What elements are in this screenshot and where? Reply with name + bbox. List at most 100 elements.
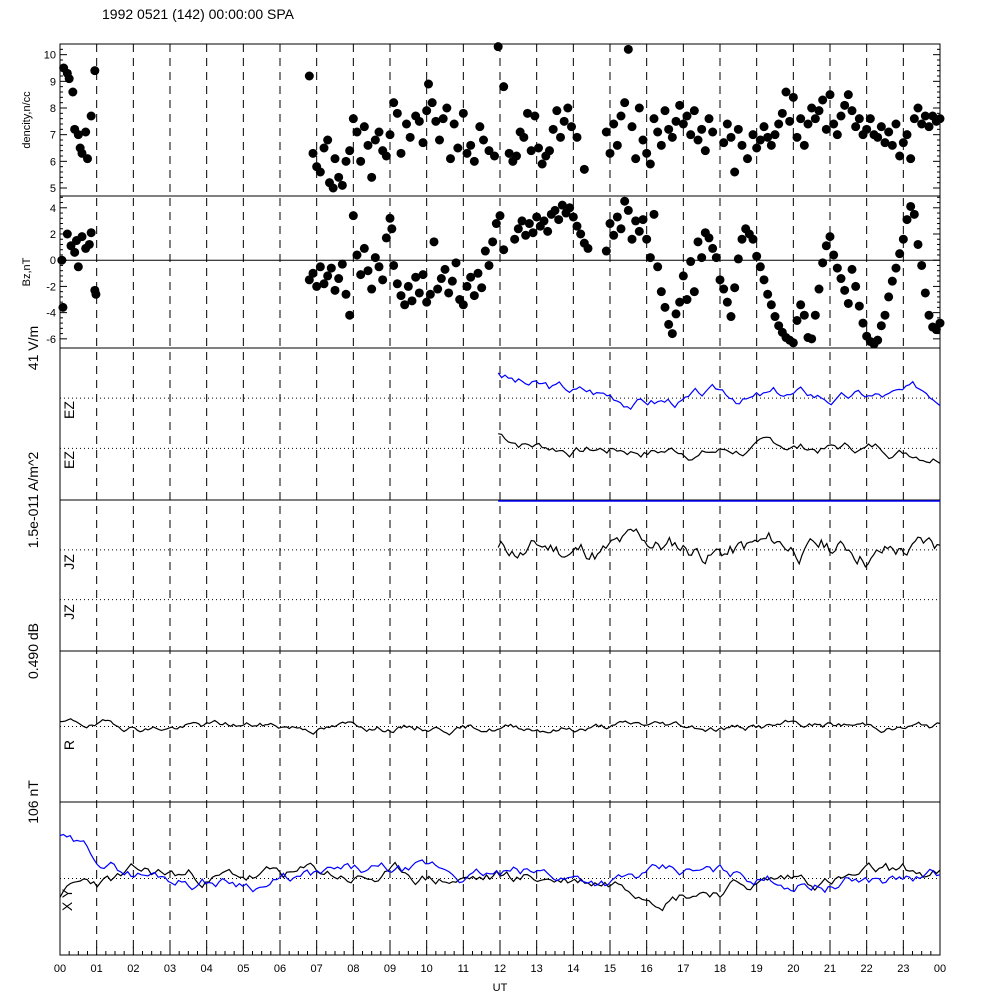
data-point [438,114,448,124]
data-point [524,219,534,229]
data-point [526,146,536,156]
data-point [451,258,461,268]
data-point [513,224,523,234]
data-point [385,213,395,223]
data-point [752,143,762,153]
data-point [396,291,406,301]
data-point [609,230,619,240]
data-point [422,297,432,307]
data-point [719,284,729,294]
data-point [534,143,543,153]
data-point [424,79,433,89]
data-point [836,111,846,121]
data-point [865,114,875,124]
data-point [664,319,674,329]
data-point [429,237,439,247]
data-point [722,119,732,129]
series-line [59,833,941,894]
x-tick-label: 13 [531,963,543,975]
data-point [323,135,333,145]
y-tick-label: -6 [46,334,56,346]
data-point [895,151,905,161]
data-point [821,241,831,251]
y-tick-label: 5 [50,183,56,195]
data-point [891,119,901,129]
y-tick-label: 0 [50,255,56,267]
data-point [491,219,501,229]
series-line [497,372,941,411]
data-point [559,116,569,126]
panel-scale-label: 41 V/m [25,326,41,370]
data-point [649,114,659,124]
data-point [519,132,529,142]
x-tick-label: 16 [641,963,653,975]
data-point [847,264,857,274]
data-point [737,234,747,244]
y-tick-label: -4 [46,308,56,320]
x-tick-label: 01 [91,963,103,975]
data-point [469,156,479,166]
data-point [86,111,96,121]
data-point [308,148,318,158]
data-point [726,132,736,142]
data-point [851,122,861,132]
x-tick-label: 00 [934,963,946,975]
data-point [803,119,813,129]
data-point [601,246,611,256]
data-point [378,275,388,285]
data-point [623,44,633,54]
panel-scale-label: 1.5e-011 A/m^2 [25,451,41,548]
series-line [59,861,941,912]
data-point [374,262,384,272]
data-point [612,212,622,222]
series-line [498,433,941,464]
data-point [935,318,945,328]
data-point [898,234,908,244]
data-point [645,159,655,169]
data-point [407,296,417,306]
data-point [449,119,459,129]
data-point [552,106,562,116]
data-point [435,135,444,145]
data-point [733,124,743,134]
data-point [814,284,824,294]
data-point [475,122,485,132]
data-point [675,297,685,307]
data-point [414,116,424,126]
data-point [920,111,930,121]
data-point [444,288,454,298]
data-point [462,148,472,158]
x-tick-label: 18 [714,963,726,975]
data-point [763,132,773,142]
data-point [642,148,652,158]
data-point [469,291,479,301]
data-point [807,334,817,344]
data-point [913,239,923,249]
data-point [847,106,857,116]
data-point [770,312,780,322]
data-point [387,224,397,234]
data-point [649,209,659,219]
data-point [748,130,758,140]
data-point [381,233,391,243]
data-point [906,201,916,211]
data-point [367,284,377,294]
data-point [880,138,890,148]
data-point [924,310,934,320]
data-point [499,245,509,255]
data-point [453,143,463,153]
data-point [792,315,802,325]
data-point [667,329,677,339]
data-point [411,272,421,282]
data-point [348,114,358,124]
data-point [381,151,391,161]
data-point [774,321,784,331]
data-point [763,289,773,299]
data-point [400,300,410,310]
x-tick-label: 11 [458,963,469,975]
data-point [326,263,336,273]
data-point [466,272,476,282]
data-point [931,325,941,335]
data-point [57,255,67,265]
